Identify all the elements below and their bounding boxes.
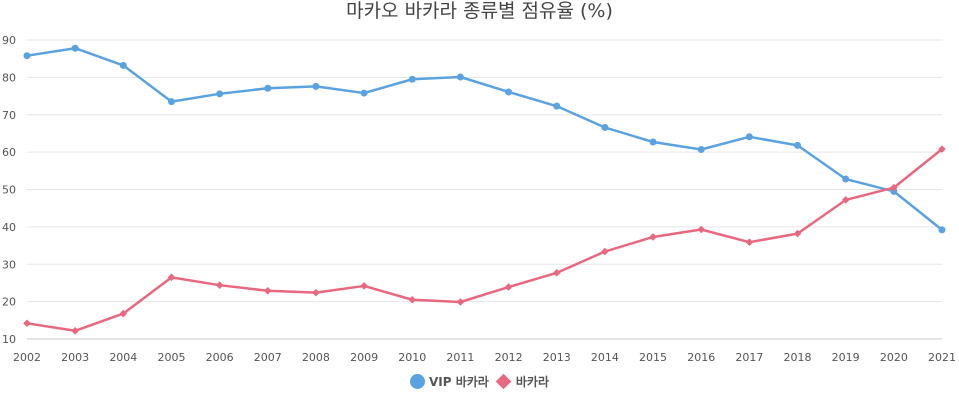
legend-diamond-icon — [495, 373, 512, 390]
x-tick-label: 2008 — [302, 351, 330, 364]
legend-label-vip: VIP 바카라 — [429, 375, 489, 389]
data-point — [793, 229, 802, 238]
y-tick-label: 50 — [2, 184, 16, 197]
data-point — [23, 52, 31, 60]
legend-item-vip[interactable]: VIP 바카라 — [410, 373, 489, 390]
data-point — [216, 90, 224, 98]
y-tick-label: 60 — [2, 146, 16, 159]
series-line-2 — [26, 148, 943, 333]
data-point — [456, 73, 464, 81]
x-tick-label: 2002 — [13, 351, 41, 364]
data-point — [552, 269, 561, 277]
data-point — [360, 89, 368, 97]
y-tick-label: 70 — [2, 109, 16, 122]
x-tick-label: 2012 — [495, 351, 523, 364]
x-tick-label: 2016 — [687, 351, 715, 364]
data-point — [649, 233, 657, 241]
x-tick-label: 2004 — [109, 351, 137, 364]
x-tick-label: 2006 — [206, 351, 234, 364]
data-point — [842, 175, 850, 183]
x-tick-label: 2015 — [639, 351, 667, 364]
x-tick-label: 2009 — [350, 351, 378, 364]
y-tick-label: 90 — [2, 34, 16, 47]
x-tick-label: 2011 — [446, 351, 474, 364]
data-point — [71, 326, 79, 335]
data-point — [119, 61, 127, 69]
legend: VIP 바카라 바카라 — [0, 373, 959, 390]
x-tick-label: 2005 — [157, 351, 185, 364]
data-point — [264, 84, 272, 92]
data-point — [119, 309, 128, 318]
x-tick-label: 2017 — [735, 351, 763, 364]
data-point — [697, 146, 705, 154]
legend-item-baccarat[interactable]: 바카라 — [495, 373, 549, 390]
x-tick-label: 2007 — [254, 351, 282, 364]
data-point — [312, 82, 320, 90]
data-point — [890, 183, 898, 192]
x-tick-label: 2021 — [928, 351, 956, 364]
x-tick-label: 2013 — [543, 351, 571, 364]
y-tick-label: 80 — [2, 71, 16, 84]
legend-label-baccarat: 바카라 — [515, 375, 549, 389]
y-tick-label: 30 — [2, 258, 16, 271]
data-point — [263, 286, 272, 295]
y-tick-label: 20 — [2, 296, 16, 309]
x-tick-label: 2019 — [832, 351, 860, 364]
x-tick-label: 2010 — [398, 351, 426, 364]
data-point — [745, 133, 753, 141]
data-point — [71, 44, 79, 52]
x-tick-label: 2018 — [784, 351, 812, 364]
data-point — [601, 247, 609, 256]
x-tick-label: 2003 — [61, 351, 89, 364]
data-point — [601, 123, 609, 131]
x-tick-label: 2020 — [880, 351, 908, 364]
data-point — [360, 282, 368, 290]
data-point — [23, 319, 31, 328]
x-tick-label: 2014 — [591, 351, 619, 364]
data-point — [794, 141, 802, 149]
y-tick-label: 40 — [2, 221, 16, 234]
data-point — [312, 288, 320, 297]
chart-title: 마카오 바카라 종류별 점유율 (%) — [346, 0, 613, 22]
data-point — [553, 102, 561, 110]
series-line-1 — [26, 46, 943, 231]
data-point — [456, 298, 465, 306]
data-point — [649, 138, 657, 146]
data-point — [697, 225, 706, 234]
data-point — [938, 145, 946, 153]
data-point — [505, 88, 513, 96]
data-point — [167, 98, 175, 106]
data-point — [745, 238, 754, 246]
data-point — [504, 283, 513, 291]
y-tick-label: 10 — [2, 333, 16, 346]
data-point — [167, 273, 176, 282]
legend-circle-icon — [410, 374, 425, 389]
data-point — [408, 75, 416, 83]
data-point — [408, 295, 417, 304]
data-point — [938, 226, 946, 234]
data-point — [841, 196, 850, 204]
data-point — [215, 281, 224, 289]
